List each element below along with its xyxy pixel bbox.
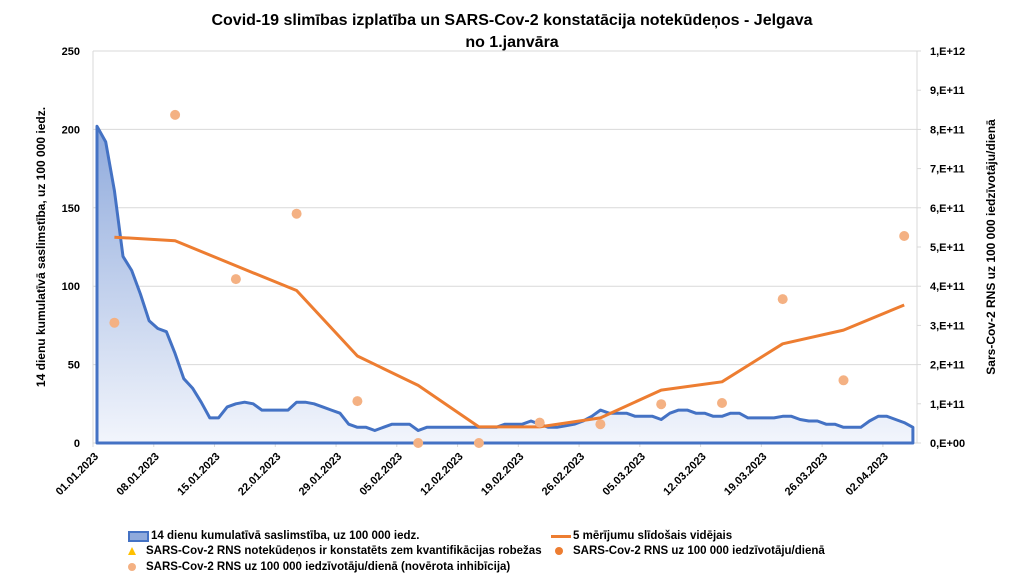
x-tick-label: 05.03.2023 [601, 451, 648, 498]
rns-inhibition-point [717, 398, 727, 408]
legend-area-swatch-icon [128, 530, 149, 542]
x-tick-label: 29.01.2023 [297, 451, 344, 498]
x-tick-label: 19.03.2023 [722, 451, 769, 498]
x-tick-label: 02.04.2023 [844, 451, 891, 498]
y2-tick-label: 1,E+11 [930, 399, 965, 411]
rns-inhibition-point [534, 417, 545, 428]
y2-tick-label: 1,E+12 [930, 46, 965, 58]
legend-label: 5 mērījumu slīdošais vidējais [573, 530, 733, 542]
legend-item-incidence: 14 dienu kumulatīvā saslimstība, uz 100 … [128, 529, 419, 543]
legend-label: SARS-Cov-2 RNS uz 100 000 iedzīvotāju/di… [573, 545, 825, 557]
incidence-area [95, 124, 915, 445]
y2-tick-label: 5,E+11 [930, 242, 965, 254]
y-tick-label: 200 [62, 124, 80, 136]
rns-inhibition-point [413, 438, 424, 448]
y-axis-left-title: 14 dienu kumulatīvā saslimstība, uz 100 … [34, 107, 48, 387]
y2-tick-label: 4,E+11 [930, 281, 965, 293]
legend-item-rns-inhibition: SARS-Cov-2 RNS uz 100 000 iedzīvotāju/di… [126, 560, 510, 574]
x-tick-label: 12.02.2023 [418, 451, 465, 498]
legend-item-rns: SARS-Cov-2 RNS uz 100 000 iedzīvotāju/di… [553, 544, 825, 558]
rns-inhibition-point [291, 208, 302, 219]
y-axis-right: 0,E+00 1,E+11 2,E+11 3,E+11 4,E+11 5,E+11 6,E+… [917, 46, 965, 450]
y2-tick-label: 7,E+11 [930, 164, 965, 176]
x-tick-label: 22.01.2023 [236, 451, 283, 498]
x-tick-label: 26.03.2023 [783, 451, 830, 498]
y2-tick-label: 9,E+11 [930, 85, 965, 97]
legend-dot-icon [555, 547, 563, 555]
legend-item-below-quantification: SARS-Cov-2 RNS notekūdeņos ir konstatēts… [126, 544, 542, 558]
y2-tick-label: 3,E+11 [930, 320, 965, 332]
x-tick-label: 08.01.2023 [114, 451, 161, 498]
y-tick-label: 100 [62, 281, 80, 293]
rns-inhibition-point [109, 317, 120, 328]
y-tick-label: 150 [62, 203, 80, 215]
rns-inhibition-point [230, 274, 241, 285]
y-axis-left: 0 50 100 150 200 250 [62, 46, 80, 450]
y-tick-label: 250 [62, 46, 80, 58]
legend-item-moving-average: 5 mērījumu slīdošais vidējais [551, 529, 732, 543]
legend-label: SARS-Cov-2 RNS uz 100 000 iedzīvotāju/di… [146, 561, 511, 573]
chart-title-line1: Covid-19 slimības izplatība un SARS-Cov-… [211, 12, 812, 29]
x-tick-label: 05.02.2023 [358, 451, 405, 498]
y2-tick-label: 6,E+11 [930, 203, 965, 215]
rns-inhibition-point [473, 438, 484, 448]
legend-label: SARS-Cov-2 RNS notekūdeņos ir konstatēts… [146, 545, 542, 557]
plot-series [95, 109, 915, 448]
legend-label: 14 dienu kumulatīvā saslimstība, uz 100 … [151, 530, 420, 542]
x-axis: 01.01.2023 08.01.2023 15.01.2023 22.01.2023… [54, 443, 891, 498]
x-tick-label: 15.01.2023 [175, 451, 222, 498]
legend-triangle-icon [128, 547, 136, 555]
rns-inhibition-point [656, 399, 667, 410]
rns-inhibition-point [777, 294, 788, 305]
x-tick-label: 01.01.2023 [54, 451, 101, 498]
moving-average-line [114, 235, 905, 429]
x-tick-label: 12.03.2023 [661, 451, 708, 498]
y2-tick-label: 8,E+11 [930, 124, 965, 136]
rns-inhibition-point [595, 419, 606, 430]
rns-inhibition-point [352, 396, 363, 407]
y2-tick-label: 0,E+00 [930, 438, 965, 450]
legend-line-swatch-icon [551, 534, 571, 538]
y-tick-label: 50 [68, 360, 80, 372]
y-tick-label: 0 [74, 438, 80, 450]
rns-inhibition-point [899, 231, 910, 241]
y2-tick-label: 2,E+11 [930, 360, 965, 372]
rns-inhibition-point [170, 109, 181, 120]
gridlines [92, 50, 918, 444]
chart-title-line2: no 1.janvāra [465, 34, 558, 51]
rns-inhibition-point [838, 375, 849, 386]
legend-dot-icon [128, 563, 136, 571]
x-tick-label: 26.02.2023 [540, 451, 587, 498]
x-tick-label: 19.02.2023 [479, 451, 526, 498]
y-axis-right-title: Sars-Cov-2 RNS uz 100 000 iedzīvotāju/di… [984, 119, 998, 375]
